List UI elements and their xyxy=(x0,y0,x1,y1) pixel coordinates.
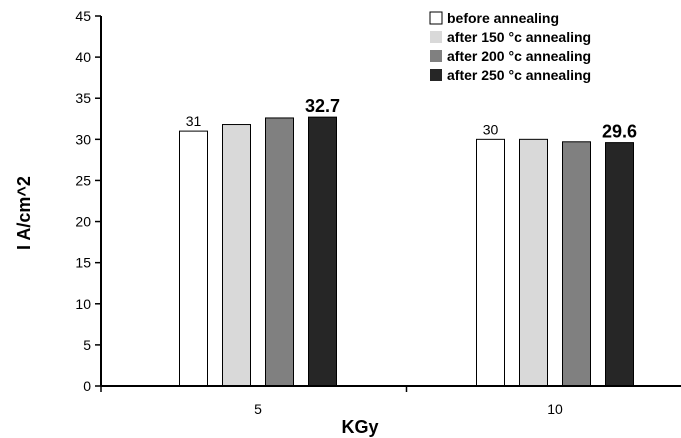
legend-label-2: after 150 °c annealing xyxy=(447,29,591,45)
legend-swatch-2 xyxy=(430,31,442,43)
legend-label-3: after 200 °c annealing xyxy=(447,48,591,64)
x-tick-label-10: 10 xyxy=(547,401,563,417)
data-label-2-1: 30 xyxy=(483,121,499,137)
bar-1-3 xyxy=(265,117,294,387)
y-tick-label-40: 40 xyxy=(75,49,91,65)
data-label-2-4: 29.6 xyxy=(602,122,637,142)
data-label-1-1: 31 xyxy=(186,113,202,129)
legend-swatch-1 xyxy=(429,11,443,25)
x-tick-label-5: 5 xyxy=(254,401,262,417)
bar-2-3 xyxy=(562,141,591,387)
y-tick-label-10: 10 xyxy=(75,296,91,312)
labels-layer: 31 32.7 30 29.6 xyxy=(186,96,637,141)
y-tick-label-15: 15 xyxy=(75,255,91,271)
legend-swatch-4 xyxy=(430,69,442,81)
y-tick-label-20: 20 xyxy=(75,214,91,230)
bar-2-1 xyxy=(476,138,505,387)
bars-layer xyxy=(179,116,634,387)
y-tick-label-30: 30 xyxy=(75,131,91,147)
data-label-1-4: 32.7 xyxy=(305,96,340,116)
bar-1-2 xyxy=(222,124,251,387)
bar-2-2 xyxy=(519,138,548,387)
axes-layer: 0 5 10 15 20 25 30 35 40 45 5 10 xyxy=(75,8,681,417)
legend-label-4: after 250 °c annealing xyxy=(447,67,591,83)
x-axis-title: KGy xyxy=(341,417,378,437)
y-tick-label-35: 35 xyxy=(75,90,91,106)
y-tick-label-25: 25 xyxy=(75,172,91,188)
y-tick-label-5: 5 xyxy=(83,337,91,353)
bar-2-4 xyxy=(605,142,634,387)
legend-label-1: before annealing xyxy=(447,10,559,26)
legend-swatch-3 xyxy=(430,50,442,62)
y-axis-title: I A/cm^2 xyxy=(14,176,34,250)
y-tick-label-0: 0 xyxy=(83,378,91,394)
bar-1-4 xyxy=(308,116,337,387)
y-tick-label-45: 45 xyxy=(75,8,91,24)
legend: before annealing after 150 °c annealing af… xyxy=(429,10,591,83)
bar-1-1 xyxy=(179,130,208,387)
